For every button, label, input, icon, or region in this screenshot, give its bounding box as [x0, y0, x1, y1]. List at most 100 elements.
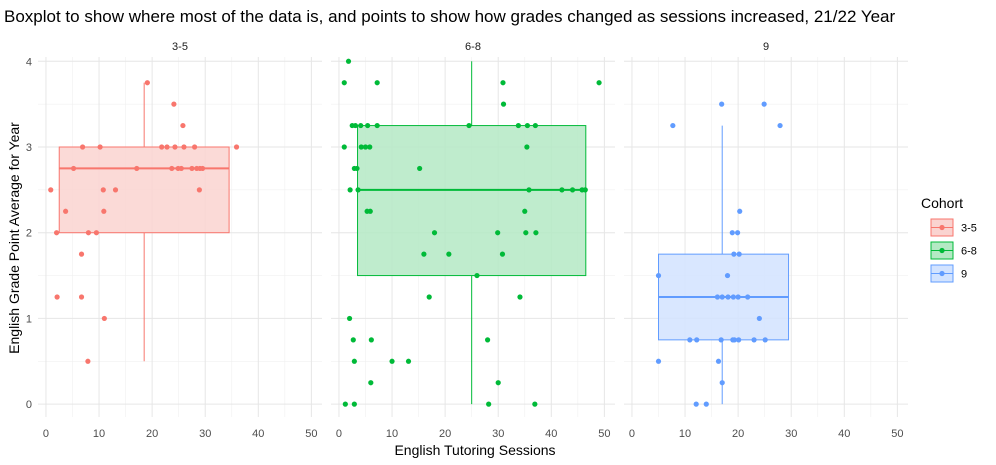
data-point: [532, 401, 538, 407]
data-point: [93, 230, 99, 236]
data-point: [341, 144, 347, 150]
data-point: [345, 58, 352, 64]
x-tick-label: 10: [386, 428, 398, 440]
panel-6-8: 6-8 0 10 20 30 40 50: [331, 41, 615, 440]
legend-title: Cohort: [921, 195, 963, 211]
data-point: [495, 230, 501, 236]
y-tick-label: 3: [26, 142, 32, 154]
data-point: [233, 144, 240, 150]
data-point: [693, 401, 699, 407]
data-point: [596, 80, 602, 86]
data-point: [500, 80, 506, 86]
data-point: [761, 101, 767, 107]
data-point: [725, 294, 731, 300]
data-point: [351, 358, 357, 364]
data-point: [134, 165, 140, 172]
data-point: [495, 380, 501, 386]
legend-label: 9: [961, 269, 967, 281]
data-point: [532, 122, 538, 129]
x-tick-label: 50: [598, 428, 610, 440]
data-point: [70, 165, 77, 172]
data-point: [431, 230, 438, 236]
data-point: [417, 165, 423, 172]
data-point: [524, 144, 530, 150]
data-point: [374, 122, 380, 129]
data-point: [342, 401, 348, 407]
x-tick-label: 20: [732, 428, 744, 440]
data-point: [85, 230, 92, 236]
x-tick-label: 0: [336, 428, 342, 440]
x-tick-label: 20: [146, 428, 158, 440]
data-point: [352, 122, 359, 129]
data-point: [523, 230, 529, 236]
legend-label: 3-5: [961, 223, 977, 235]
data-point: [347, 187, 353, 193]
data-point: [582, 187, 588, 193]
data-point: [199, 165, 206, 172]
data-point: [703, 401, 709, 407]
data-point: [729, 230, 735, 236]
data-point: [777, 122, 783, 129]
data-point: [351, 401, 357, 407]
panel-strip-label: 3-5: [172, 41, 188, 53]
data-point: [405, 358, 412, 364]
x-tick-label: 30: [785, 428, 797, 440]
data-point: [533, 230, 539, 236]
data-point: [368, 337, 374, 343]
data-point: [670, 122, 676, 129]
data-point: [171, 101, 177, 107]
data-point: [655, 358, 662, 364]
data-point: [362, 144, 369, 150]
legend-key-point: [939, 270, 945, 277]
data-point: [178, 165, 184, 172]
data-point: [517, 294, 523, 300]
x-tick-label: 0: [629, 428, 635, 440]
x-tick-label: 40: [838, 428, 850, 440]
legend-entry-6-8: 6-8: [930, 241, 977, 260]
data-point: [112, 187, 119, 193]
data-point: [762, 337, 768, 343]
data-point: [54, 294, 60, 300]
data-point: [756, 315, 762, 322]
data-point: [719, 101, 725, 107]
data-point: [474, 272, 480, 279]
data-point: [85, 358, 91, 364]
legend-label: 6-8: [961, 246, 977, 258]
panel-3-5: 3-5 0 10 20 30 40 50 0 1 2 3 4: [26, 41, 322, 440]
x-tick-label: 40: [252, 428, 264, 440]
data-point: [53, 230, 60, 236]
legend-key-point: [939, 247, 945, 254]
data-point: [736, 251, 742, 257]
data-point: [367, 144, 373, 150]
data-point: [191, 144, 198, 150]
data-point: [735, 294, 741, 300]
y-tick-label: 2: [26, 228, 32, 240]
data-point: [719, 380, 725, 386]
x-tick-label: 0: [43, 428, 49, 440]
data-point: [358, 144, 364, 150]
data-point: [350, 337, 356, 343]
legend-entry-9: 9: [930, 264, 967, 283]
x-tick-label: 10: [679, 428, 691, 440]
data-point: [48, 187, 54, 193]
data-point: [751, 337, 757, 343]
legend-entry-3-5: 3-5: [930, 218, 977, 237]
box-iqr: [357, 125, 587, 277]
data-point: [426, 294, 432, 300]
chart-title: Boxplot to show where most of the data i…: [4, 7, 896, 26]
data-point: [181, 144, 187, 150]
data-point: [718, 337, 724, 343]
x-axis-title: English Tutoring Sessions: [394, 442, 555, 458]
data-point: [486, 401, 492, 407]
x-tick-label: 30: [492, 428, 504, 440]
x-tick-label: 40: [545, 428, 557, 440]
box-iqr: [58, 146, 230, 234]
data-point: [365, 122, 371, 129]
panel-9: 9 0 10 20 30 40 50: [624, 41, 908, 440]
data-point: [499, 251, 506, 257]
data-point: [97, 144, 103, 150]
y-tick-label: 4: [26, 56, 32, 68]
data-point: [355, 187, 361, 193]
